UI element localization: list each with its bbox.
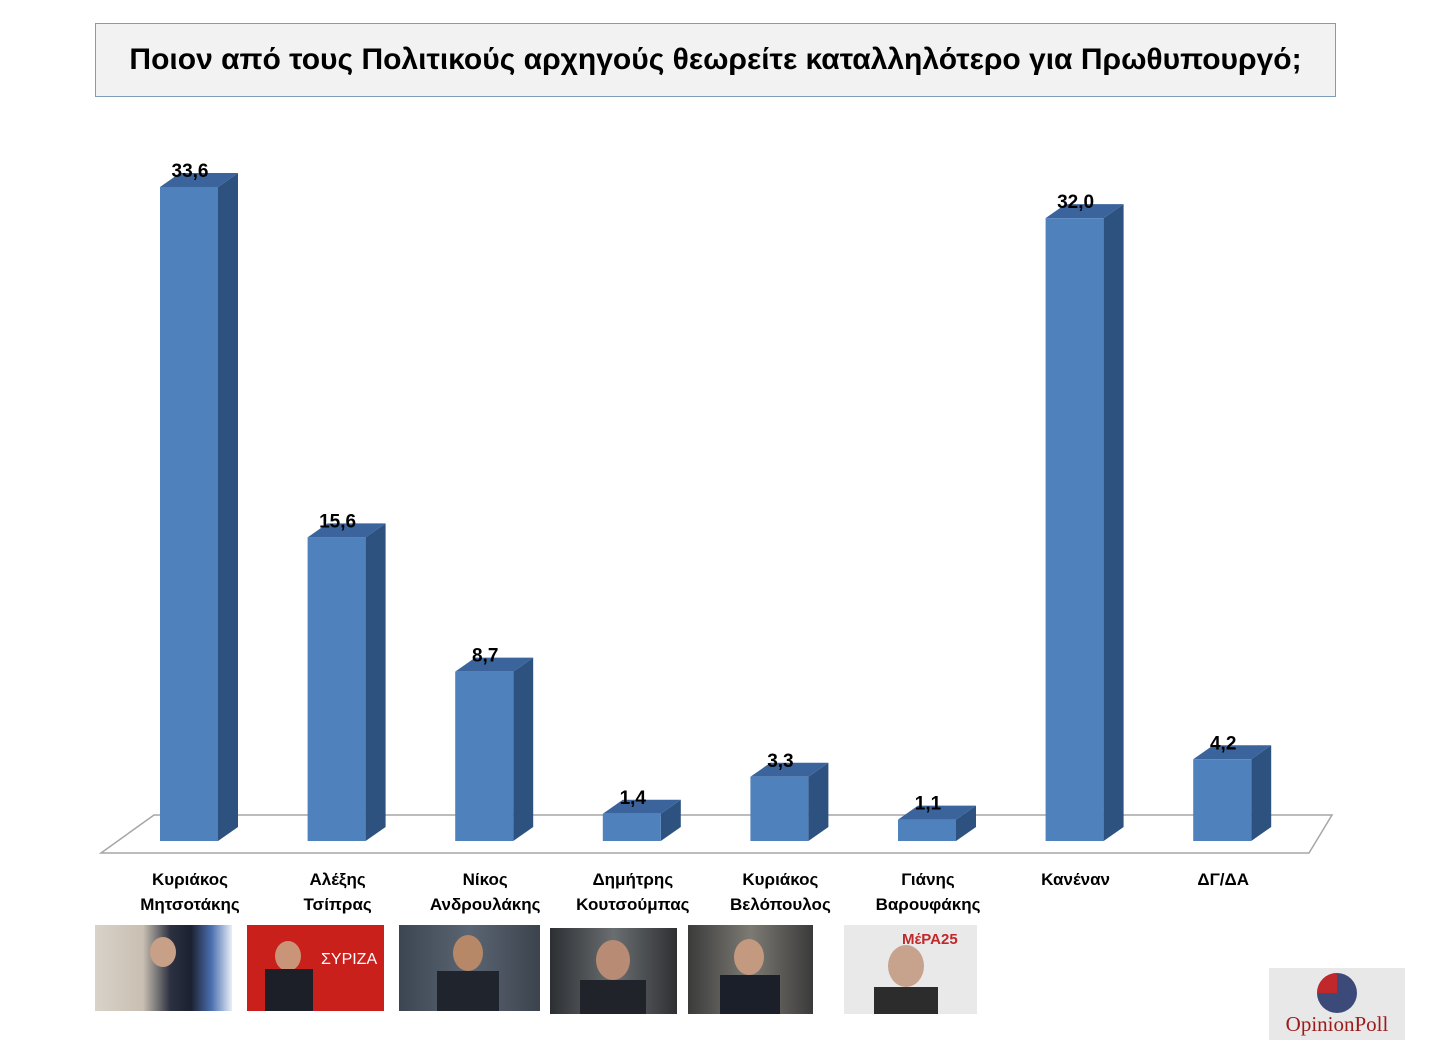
category-label: Γιάνης Βαρουφάκης (875, 870, 981, 914)
bar-top (898, 805, 976, 820)
category-label: Δημήτρης Κουτσούμπας (576, 870, 690, 914)
bar-top (160, 173, 238, 187)
data-label: 1,4 (620, 788, 647, 809)
chart-title-box: Ποιον από τους Πολιτικούς αρχηγούς θεωρε… (95, 23, 1336, 97)
bar-side (1103, 204, 1124, 842)
data-label: 1,1 (915, 794, 942, 815)
opinionpoll-logo-mark (1317, 973, 1357, 1013)
bar-top (1045, 204, 1124, 219)
bar-side (513, 657, 534, 841)
bar-top (1193, 745, 1272, 760)
bar (1193, 759, 1252, 841)
bar (455, 671, 514, 841)
data-label: 8,7 (472, 646, 498, 667)
bar-top (307, 523, 386, 538)
bar-side (365, 523, 386, 841)
category-label: ΔΓ/ΔΑ (1197, 870, 1250, 889)
data-label: 3,3 (767, 751, 793, 772)
data-label: 32,0 (1057, 192, 1094, 213)
photo-leader-2: ΣΥΡΙΖΑ (247, 925, 384, 1011)
bar (898, 819, 956, 841)
bar-side (218, 173, 238, 841)
data-label: 15,6 (319, 511, 356, 532)
category-label: Κυριάκος Βελόπουλος (729, 870, 831, 914)
bar (602, 813, 661, 841)
bar-top (455, 657, 534, 672)
category-label: Κανέναν (1041, 870, 1110, 889)
bar (160, 187, 218, 841)
photo-leader-1 (95, 925, 232, 1011)
photo-leader-6: ΜέΡΑ25 (844, 925, 977, 1014)
chart-floor (98, 814, 1334, 854)
data-label: 33,6 (172, 161, 209, 182)
photo-leader-5 (688, 925, 813, 1014)
bar (750, 776, 809, 841)
category-label: Κυριάκος Μητσοτάκης (140, 870, 240, 914)
category-label: Νίκος Ανδρουλάκης (429, 870, 541, 914)
bar-side (956, 805, 976, 841)
bar (1045, 218, 1104, 842)
bar (307, 537, 366, 841)
bar-top (602, 799, 681, 814)
category-label: Αλέξης Τσίπρας (303, 870, 372, 914)
bar-side (808, 762, 829, 841)
opinionpoll-logo-text: OpinionPoll (1285, 1012, 1389, 1036)
bar-side (1251, 745, 1272, 841)
bar-top (750, 762, 829, 777)
opinionpoll-logo: OpinionPoll (1269, 968, 1405, 1040)
photo-leader-4 (550, 928, 677, 1014)
data-label: 4,2 (1210, 733, 1236, 754)
bar-side (660, 799, 681, 841)
chart-title: Ποιον από τους Πολιτικούς αρχηγούς θεωρε… (129, 43, 1302, 76)
photo-leader-3 (399, 925, 540, 1011)
